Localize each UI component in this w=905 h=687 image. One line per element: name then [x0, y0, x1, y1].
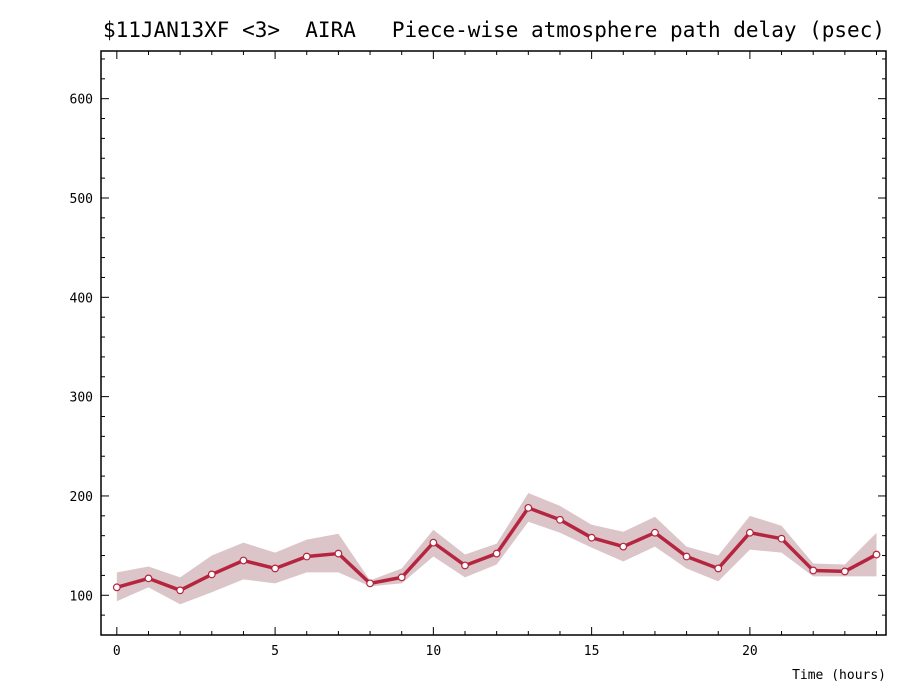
x-tick-label: 0	[113, 644, 121, 659]
data-point	[745, 528, 754, 537]
error-band	[116, 492, 877, 605]
x-axis-label: Time (hours)	[792, 668, 886, 683]
chart-title-left: $11JAN13XF <3> AIRA	[103, 18, 356, 42]
x-tick-label: 20	[742, 644, 758, 659]
x-tick-label: 10	[426, 644, 442, 659]
x-tick-label: 5	[271, 644, 279, 659]
data-point	[207, 570, 216, 579]
data-point	[461, 561, 469, 570]
y-tick-label: 100	[70, 589, 93, 604]
y-tick-label: 200	[70, 490, 93, 505]
data-point	[840, 567, 849, 576]
data-point	[112, 583, 121, 592]
data-point	[334, 549, 343, 558]
data-point	[366, 579, 374, 588]
data-point	[714, 564, 723, 573]
data-point	[809, 566, 818, 575]
data-point	[524, 503, 533, 512]
data-point	[619, 542, 628, 551]
axis-ticks	[101, 51, 886, 635]
y-tick-label: 400	[70, 291, 93, 306]
data-point	[239, 556, 248, 565]
data-point	[682, 552, 691, 561]
data-point	[872, 550, 881, 559]
data-point	[176, 586, 185, 595]
y-tick-label: 300	[70, 391, 93, 406]
x-tick-label: 15	[584, 644, 600, 659]
data-point	[651, 528, 659, 537]
data-point	[302, 552, 311, 561]
data-point	[429, 538, 438, 547]
chart-title-right: Piece-wise atmosphere path delay (psec)	[391, 18, 885, 42]
y-tick-label: 600	[70, 93, 93, 108]
data-point	[397, 573, 406, 582]
axis-tick-labels: 0 5 10 15 20 100 200 300 400 500 600	[70, 93, 758, 659]
y-tick-label: 500	[70, 192, 93, 207]
data-point	[144, 574, 153, 583]
data-point	[492, 549, 501, 558]
error-band-layer	[116, 492, 877, 605]
data-point	[587, 533, 596, 542]
data-point	[271, 564, 279, 573]
data-point	[556, 515, 564, 524]
plot-frame	[100, 50, 887, 636]
data-point	[777, 534, 786, 543]
data-points-layer	[112, 503, 881, 595]
